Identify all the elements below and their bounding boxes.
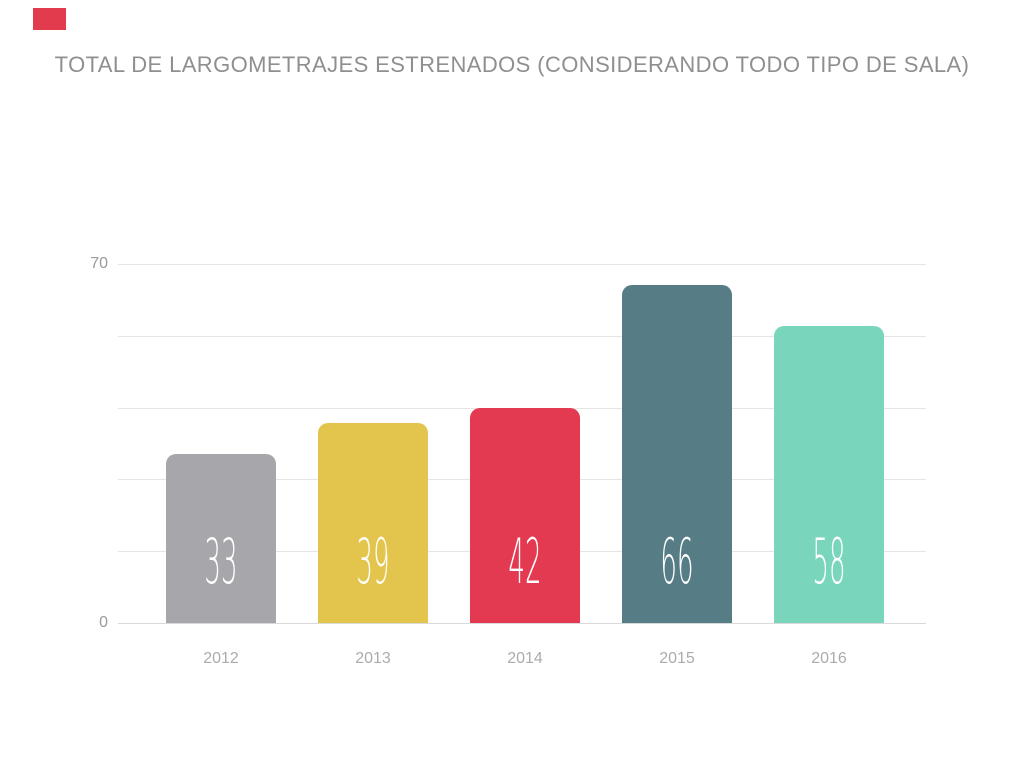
bar-value-2013: 39 [356,524,390,598]
corner-marker [33,8,66,30]
bar-2014: 42 [470,407,580,623]
x-axis-label-2012: 2012 [203,650,239,667]
bar-value-2012: 33 [204,524,238,598]
gridline-0 [118,623,926,624]
x-axis-label-2015: 2015 [659,650,695,667]
y-axis-tick-70: 70 [90,255,108,272]
x-axis-label-2014: 2014 [507,650,543,667]
x-axis-label-2013: 2013 [355,650,391,667]
bar-value-2016: 58 [812,524,846,598]
gridline-56 [118,335,926,337]
gridline-70 [118,264,926,265]
bar-value-2014: 42 [508,524,542,598]
y-axis-tick-0: 0 [99,614,108,631]
x-axis-label-2016: 2016 [811,650,847,667]
chart-title: TOTAL DE LARGOMETRAJES ESTRENADOS (CONSI… [54,52,970,77]
bar-2012: 33 [166,453,276,623]
bar-2013: 39 [318,422,428,623]
bar-2016: 58 [774,325,884,623]
bar-2015: 66 [622,284,732,623]
bar-value-2015: 66 [660,524,694,598]
